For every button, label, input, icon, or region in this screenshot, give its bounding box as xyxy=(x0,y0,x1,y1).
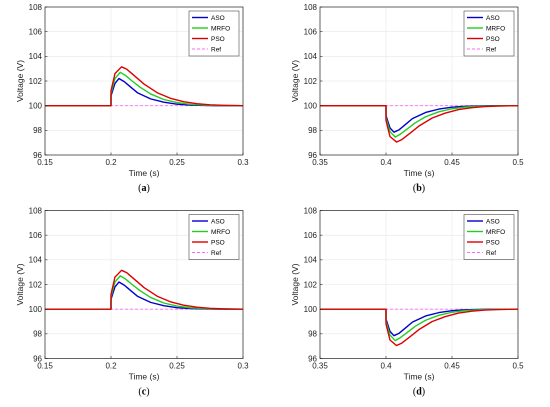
y-tick-label: 104 xyxy=(29,52,43,61)
y-tick-label: 108 xyxy=(29,206,43,215)
x-axis-label: Time (s) xyxy=(129,372,160,382)
legend-label-pso: PSO xyxy=(486,36,500,43)
series-line-mrfo xyxy=(45,275,243,310)
legend-label-ref: Ref xyxy=(486,46,496,53)
y-tick-label: 98 xyxy=(33,330,42,339)
series-line-pso xyxy=(45,66,243,107)
legend-label-ref: Ref xyxy=(211,250,221,257)
chart-panel-3: 0.15 0.2 0.25 0.3 96 98 100 102 104 106 108 Time (s… xyxy=(15,206,249,397)
x-tick-label: 0.15 xyxy=(37,158,53,167)
x-tick-label: 0.3 xyxy=(237,158,249,167)
series-line-pso xyxy=(320,104,518,143)
x-tick-label: 0.2 xyxy=(105,362,117,371)
legend-box xyxy=(188,214,240,260)
legend-label-aso: ASO xyxy=(486,15,500,22)
y-tick-label: 96 xyxy=(308,151,317,160)
legend-box xyxy=(463,214,515,260)
legend-label-ref: Ref xyxy=(211,46,221,53)
y-tick-label: 100 xyxy=(304,101,318,110)
x-axis-label: Time (s) xyxy=(404,372,435,382)
y-axis-label: Voltage (V) xyxy=(290,60,300,102)
legend-label-mrfo: MRFO xyxy=(486,25,505,32)
chart-panel-4: 0.35 0.4 0.45 0.5 96 98 100 102 104 106 108 Time (s… xyxy=(290,206,524,397)
y-tick-label: 108 xyxy=(29,3,43,12)
x-tick-label: 0.5 xyxy=(512,362,524,371)
y-tick-label: 102 xyxy=(304,280,318,289)
legend: ASO MRFO PSO Ref xyxy=(463,214,515,260)
y-tick-label: 100 xyxy=(304,305,318,314)
x-tick-label: 0.35 xyxy=(312,158,328,167)
legend-label-aso: ASO xyxy=(486,218,500,225)
y-tick-label: 102 xyxy=(304,77,318,86)
legend-label-pso: PSO xyxy=(211,239,225,246)
chart-panel-1: 0.15 0.2 0.25 0.3 96 98 100 102 104 106 108 Time (s… xyxy=(15,3,249,194)
series-line-pso xyxy=(320,308,518,347)
legend: ASO MRFO PSO Ref xyxy=(188,214,240,260)
y-tick-label: 102 xyxy=(29,77,43,86)
legend: ASO MRFO PSO Ref xyxy=(463,10,515,57)
legend-label-pso: PSO xyxy=(211,36,225,43)
y-tick-label: 104 xyxy=(304,52,318,61)
y-tick-label: 102 xyxy=(29,280,43,289)
x-tick-label: 0.4 xyxy=(380,362,392,371)
y-tick-label: 108 xyxy=(304,3,318,12)
series-line-mrfo xyxy=(320,104,518,138)
legend-label-aso: ASO xyxy=(211,15,225,22)
x-axis-label: Time (s) xyxy=(129,168,160,178)
x-tick-label: 0.35 xyxy=(312,362,328,371)
y-tick-label: 108 xyxy=(304,206,318,215)
series-line-mrfo xyxy=(320,308,518,342)
y-tick-label: 98 xyxy=(308,330,317,339)
series-line-mrfo xyxy=(45,71,243,107)
legend-box xyxy=(188,10,240,57)
y-tick-label: 106 xyxy=(304,27,318,36)
legend-label-aso: ASO xyxy=(211,218,225,225)
legend-label-mrfo: MRFO xyxy=(211,229,230,236)
x-tick-label: 0.45 xyxy=(444,158,460,167)
y-tick-label: 104 xyxy=(29,256,43,265)
y-tick-label: 96 xyxy=(308,354,317,363)
y-tick-label: 106 xyxy=(29,231,43,240)
x-tick-label: 0.45 xyxy=(444,362,460,371)
series-line-pso xyxy=(45,269,243,310)
x-tick-label: 0.5 xyxy=(512,158,524,167)
x-tick-label: 0.15 xyxy=(37,362,53,371)
legend-label-mrfo: MRFO xyxy=(486,229,505,236)
x-tick-label: 0.25 xyxy=(169,158,185,167)
panel-caption: (d) xyxy=(413,387,425,398)
y-axis-label: Voltage (V) xyxy=(15,263,25,305)
panel-caption: (c) xyxy=(138,387,149,398)
y-axis-label: Voltage (V) xyxy=(15,60,25,102)
legend-label-pso: PSO xyxy=(486,239,500,246)
legend-box xyxy=(463,10,515,57)
x-tick-label: 0.3 xyxy=(237,362,249,371)
x-tick-label: 0.2 xyxy=(105,158,117,167)
chart-panel-2: 0.35 0.4 0.45 0.5 96 98 100 102 104 106 108 Time (s… xyxy=(290,3,524,194)
legend: ASO MRFO PSO Ref xyxy=(188,10,240,57)
panel-caption: (b) xyxy=(413,183,425,194)
legend-label-mrfo: MRFO xyxy=(211,25,230,32)
panel-caption: (a) xyxy=(138,183,150,194)
x-tick-label: 0.25 xyxy=(169,362,185,371)
y-axis-label: Voltage (V) xyxy=(290,263,300,305)
x-tick-label: 0.4 xyxy=(380,158,392,167)
y-tick-label: 106 xyxy=(29,27,43,36)
legend-label-ref: Ref xyxy=(486,250,496,257)
y-tick-label: 98 xyxy=(33,126,42,135)
y-tick-label: 96 xyxy=(33,354,42,363)
y-tick-label: 106 xyxy=(304,231,318,240)
y-tick-label: 96 xyxy=(33,151,42,160)
y-tick-label: 100 xyxy=(29,305,43,314)
y-tick-label: 104 xyxy=(304,256,318,265)
y-tick-label: 98 xyxy=(308,126,317,135)
x-axis-label: Time (s) xyxy=(404,168,435,178)
y-tick-label: 100 xyxy=(29,101,43,110)
